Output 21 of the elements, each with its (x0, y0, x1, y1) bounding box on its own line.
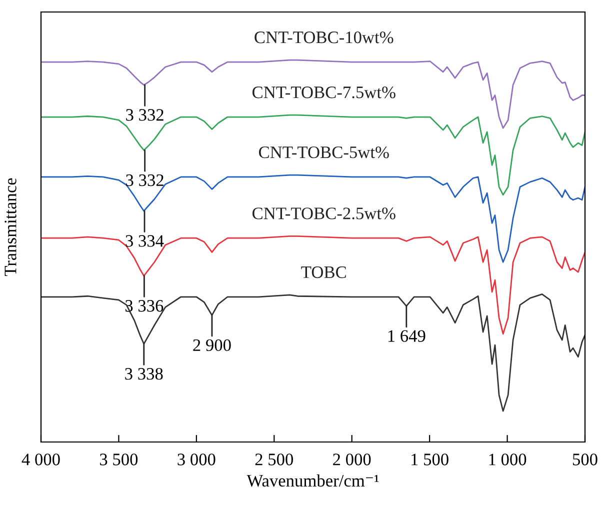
annotation: 1 649 (388, 330, 426, 342)
annotation: 2 900 (193, 339, 231, 352)
x-tick-label: 4 000 (22, 454, 60, 466)
x-axis-title: Wavenumber/cm⁻¹ (246, 474, 379, 487)
series-label: CNT-TOBC-5wt% (258, 146, 389, 158)
x-tick-label: 2 500 (255, 454, 294, 466)
x-tick-label: 3 000 (178, 454, 216, 466)
annotation: 3 332 (126, 109, 164, 121)
annotation: 3 332 (126, 174, 164, 186)
series-label: CNT-TOBC-2.5wt% (252, 208, 396, 220)
x-tick-label: 1 000 (489, 454, 526, 466)
x-tick-label: 3 500 (100, 454, 138, 466)
annotation: 3 334 (126, 235, 164, 247)
series-label: CNT-TOBC-7.5wt% (252, 86, 396, 98)
series-label: TOBC (301, 266, 346, 278)
x-tick-label: 1 500 (412, 454, 448, 466)
x-tick-label: 500 (572, 454, 598, 466)
y-axis-title: Transmittance (4, 178, 16, 276)
annotation: 3 338 (125, 368, 163, 380)
series-label: CNT-TOBC-10wt% (254, 32, 394, 44)
x-tick-label: 2 000 (333, 454, 371, 466)
